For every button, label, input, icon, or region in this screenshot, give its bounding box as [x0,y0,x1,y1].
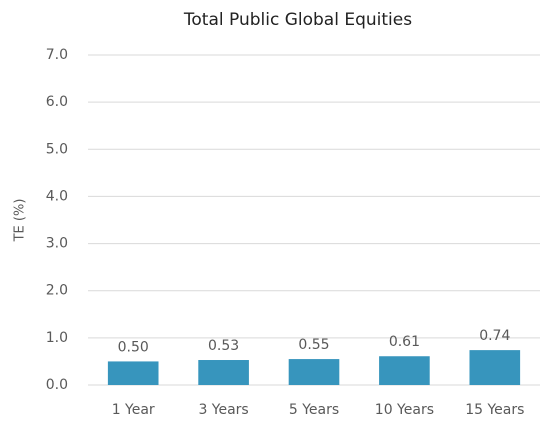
bar [469,350,521,385]
y-axis-label: TE (%) [13,199,28,243]
y-tick-label: 6.0 [46,94,68,110]
y-tick-label: 0.0 [46,377,68,393]
data-label: 0.53 [208,338,239,354]
bar [288,359,340,385]
x-tick-label: 1 Year [112,402,155,418]
bar [198,360,249,385]
x-tick-label: 15 Years [465,402,524,418]
data-label: 0.55 [298,337,329,353]
x-tick-label: 3 Years [198,402,248,418]
y-tick-label: 4.0 [46,188,68,204]
data-label: 0.61 [389,334,420,350]
x-tick-label: 5 Years [289,402,339,418]
y-tick-label: 5.0 [46,141,68,157]
bar [379,356,430,385]
data-label: 0.74 [479,328,510,344]
bar [107,361,159,385]
chart-title: Total Public Global Equities [183,10,412,30]
data-label: 0.50 [118,339,149,355]
y-tick-label: 3.0 [46,236,68,252]
y-tick-label: 1.0 [46,330,68,346]
y-tick-label: 7.0 [46,47,68,63]
y-tick-label: 2.0 [46,283,68,299]
x-tick-label: 10 Years [375,402,434,418]
